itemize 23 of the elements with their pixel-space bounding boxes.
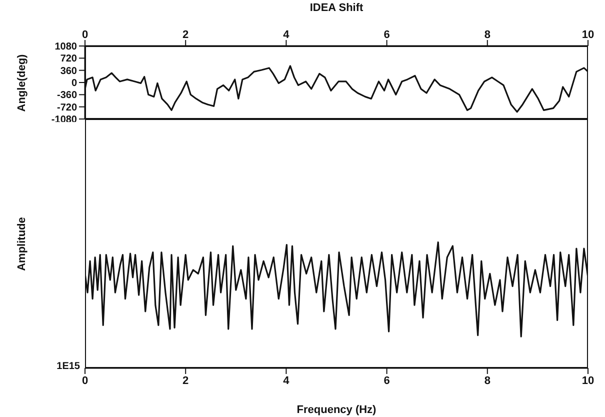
text: 1E15 (56, 361, 80, 372)
x-tick-label: 4 (283, 374, 290, 387)
x-tick-label: 0 (82, 374, 88, 387)
y-tick-label: 720 (60, 54, 78, 65)
x-tick-label: 0 (82, 29, 88, 41)
y-axis-title: Angle(deg) (16, 54, 28, 112)
y-tick-label: 1080 (54, 42, 78, 53)
x-tick-label: 10 (582, 374, 594, 387)
x-tick-label: 8 (484, 374, 490, 387)
x-tick-label: 2 (182, 374, 189, 387)
x-tick-label: 4 (283, 29, 290, 41)
x-tick-label: 6 (384, 29, 390, 41)
x-tick-label: 10 (582, 29, 594, 41)
y-tick-label: -360 (56, 90, 78, 102)
y-tick-label: 360 (60, 66, 78, 77)
y-tick-label: -720 (56, 102, 78, 114)
y-tick-label: 0 (71, 78, 78, 90)
x-axis-title: Frequency (Hz) (296, 404, 377, 416)
x-tick-label: 8 (484, 29, 490, 41)
x-tick-label: 2 (182, 29, 189, 41)
x-tick-label: 6 (384, 374, 390, 387)
y-axis-title: Amplitude (16, 216, 28, 270)
chart-title: IDEA Shift (308, 2, 364, 14)
